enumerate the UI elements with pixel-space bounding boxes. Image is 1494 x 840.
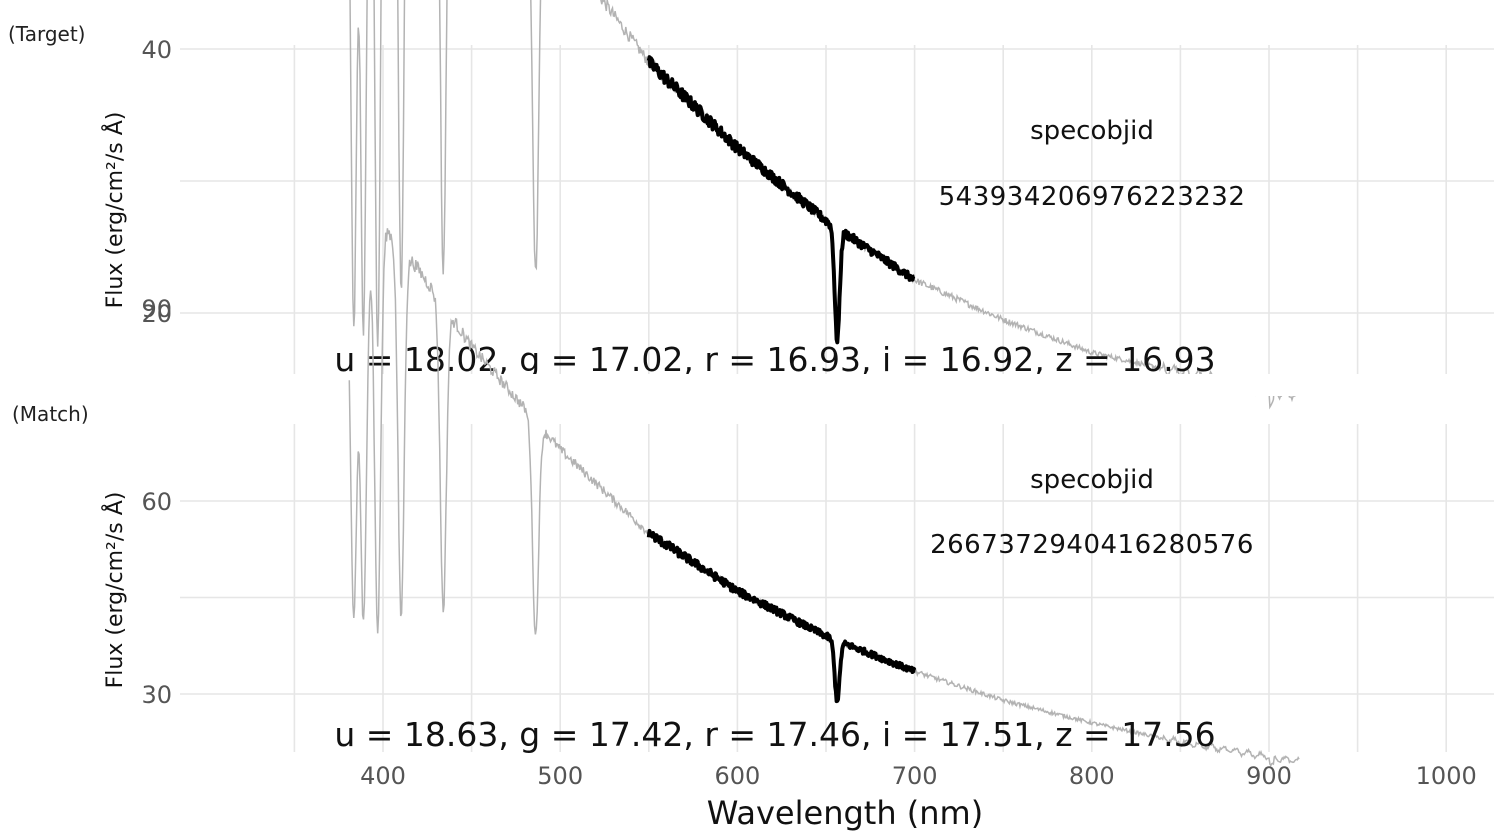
match-magnitudes: u = 18.63, g = 17.42, r = 17.46, i = 17.… [334,715,1215,754]
x-tick-400: 400 [360,762,406,790]
match-specobjid-value: 2667372940416280576 [930,530,1254,560]
target-series [349,0,1300,410]
target-magnitudes: u = 18.02, g = 17.02, r = 16.93, i = 16.… [334,340,1215,379]
target-y-tick-20: 20 [141,300,172,328]
x-tick-labels: 400 500 600 700 800 900 1000 [360,762,1477,790]
x-tick-700: 700 [892,762,938,790]
x-tick-600: 600 [714,762,760,790]
x-tick-800: 800 [1069,762,1115,790]
match-y-tick-labels: 30 60 90 [141,295,172,709]
match-y-tick-60: 60 [141,488,172,516]
target-y-tick-labels: 20406080 [141,36,172,328]
match-full-spectrum-line [348,228,1300,767]
match-highlight-spectrum-line [646,528,917,704]
match-y-axis-title: Flux (erg/cm²/s Å) [101,492,128,689]
x-tick-900: 900 [1246,762,1292,790]
target-highlight-spectrum-line [646,55,916,345]
target-panel-bottom-mask [120,374,1494,396]
target-panel: (Target) 20406080 Flux (erg/cm²/s Å) spe… [8,0,1494,410]
target-specobjid-value: 543934206976223232 [939,182,1246,212]
target-y-tick-40: 40 [141,36,172,64]
match-panel-label: (Match) [12,402,89,426]
match-series [348,228,1300,767]
target-panel-label: (Target) [8,22,85,46]
match-specobjid-heading: specobjid [1030,465,1154,495]
match-y-tick-30: 30 [141,681,172,709]
x-tick-1000: 1000 [1416,762,1477,790]
target-gridlines [180,45,1494,374]
target-specobjid-heading: specobjid [1030,116,1154,146]
x-axis-title: Wavelength (nm) [707,794,983,832]
x-tick-500: 500 [537,762,583,790]
target-y-axis-title: Flux (erg/cm²/s Å) [101,112,128,309]
match-panel: (Match) 30 60 90 Flux (erg/cm²/s Å) specob… [12,228,1494,832]
match-y-tick-90: 90 [141,295,172,323]
